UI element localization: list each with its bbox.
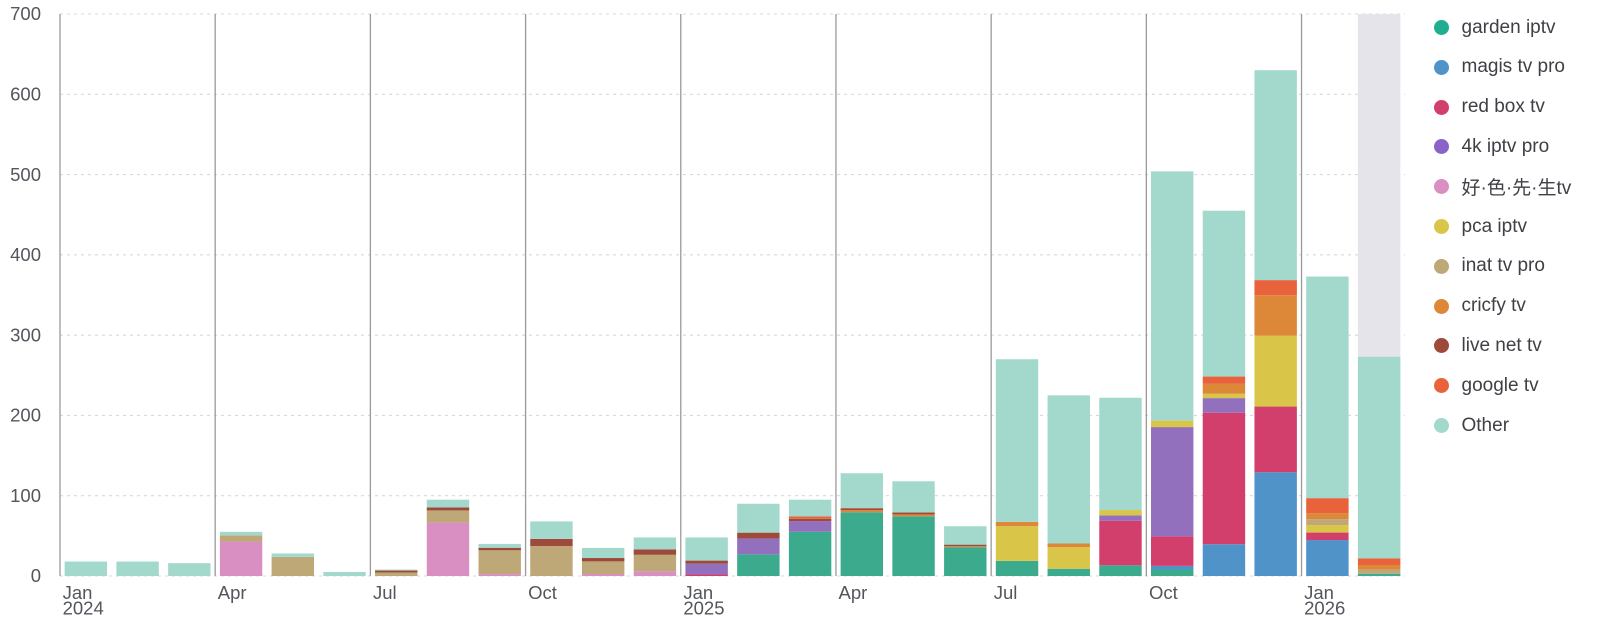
svg-text:Oct: Oct (1149, 582, 1178, 603)
svg-text:200: 200 (10, 405, 41, 426)
svg-text:Jul: Jul (994, 582, 1018, 603)
svg-text:100: 100 (10, 485, 41, 506)
svg-text:2024: 2024 (63, 598, 104, 619)
svg-text:700: 700 (10, 3, 41, 24)
svg-text:Oct: Oct (528, 582, 557, 603)
svg-text:400: 400 (10, 244, 41, 265)
svg-text:600: 600 (10, 83, 41, 104)
svg-text:2026: 2026 (1304, 598, 1345, 619)
svg-text:0: 0 (31, 565, 41, 586)
svg-text:500: 500 (10, 164, 41, 185)
svg-text:Apr: Apr (839, 582, 868, 603)
svg-text:Jul: Jul (373, 582, 397, 603)
svg-text:Apr: Apr (218, 582, 247, 603)
svg-text:2025: 2025 (683, 598, 724, 619)
svg-text:300: 300 (10, 324, 41, 345)
